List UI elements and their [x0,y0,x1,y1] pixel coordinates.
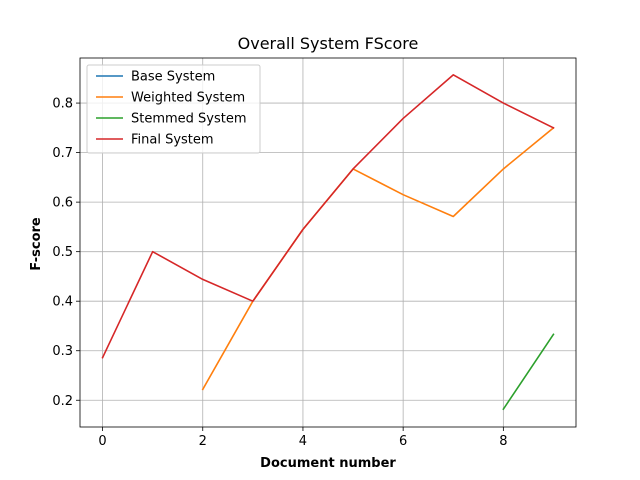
x-tick-label: 2 [199,434,207,449]
chart-title: Overall System FScore [238,34,419,53]
x-tick-label: 0 [98,434,106,449]
y-tick-label: 0.3 [52,344,73,359]
legend-box [86,64,261,154]
y-tick-label: 0.5 [52,245,73,260]
series-line-final-system [101,74,555,359]
y-tick-label: 0.7 [52,146,73,161]
series-line-stemmed-system [502,333,555,411]
legend-label: Weighted System [131,91,245,106]
series-line-weighted-system [201,126,555,391]
tick-labels: 0 2 4 6 8 0.2 0.3 0.4 0.5 0.6 0.7 0.8 [52,97,507,449]
x-tick-label: 6 [399,434,407,449]
x-tick-label: 8 [499,434,507,449]
series-lines [101,74,555,411]
y-tick-label: 0.8 [52,97,73,112]
plot-frame [79,57,577,428]
axes [76,57,577,431]
x-tick-label: 4 [299,434,307,449]
y-axis-title: F-score [29,217,44,271]
legend: Base System Weighted System Stemmed System… [86,64,261,154]
y-tick-label: 0.4 [52,295,73,310]
y-tick-label: 0.2 [52,394,73,409]
x-axis-title: Document number [260,456,396,471]
legend-label: Base System [131,70,215,85]
y-tick-label: 0.6 [52,196,73,211]
legend-label: Stemmed System [131,112,247,127]
legend-label: Final System [131,133,214,148]
